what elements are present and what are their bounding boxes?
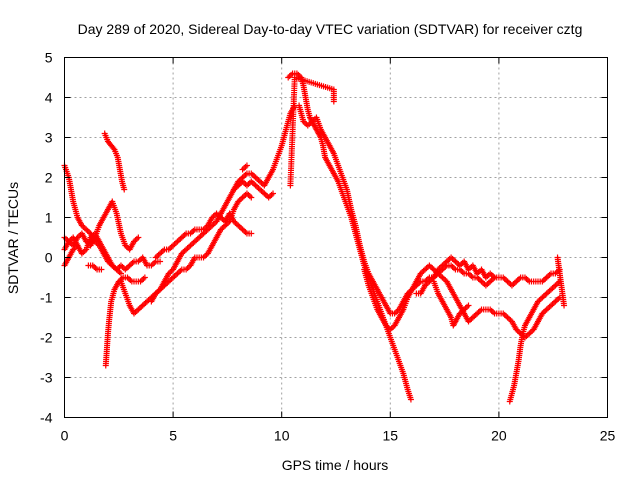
- series-track-f: [101, 130, 128, 193]
- x-tick-label: 0: [61, 428, 69, 444]
- data-point: [465, 302, 472, 309]
- plot-frame: [64, 57, 608, 418]
- y-tick-label: 3: [45, 130, 53, 146]
- y-tick-label: -3: [40, 370, 53, 386]
- data-point: [98, 266, 105, 273]
- axes-layer: 0 5 10 15 20 25 -4 -3 -2 -1 0 1 2 3 4 5: [40, 50, 615, 444]
- data-point: [407, 396, 414, 403]
- data-point: [270, 190, 277, 197]
- data-point: [157, 258, 164, 265]
- series-track-r: [506, 278, 563, 405]
- data-point: [243, 162, 250, 169]
- grid-layer: [64, 57, 608, 418]
- series-track-k: [230, 178, 277, 201]
- x-tick-label: 15: [383, 428, 399, 444]
- series-track-i: [148, 102, 298, 305]
- x-tick-label: 5: [169, 428, 177, 444]
- y-tick-label: 4: [45, 90, 53, 106]
- data-point: [491, 274, 498, 281]
- data-point: [117, 270, 124, 277]
- series-track-p: [413, 254, 498, 297]
- x-axis-label: GPS time / hours: [282, 457, 389, 473]
- chart-title: Day 289 of 2020, Sidereal Day-to-day VTE…: [78, 21, 583, 37]
- series-track-j: [152, 210, 255, 261]
- data-point: [110, 145, 117, 152]
- data-point: [248, 230, 255, 237]
- x-tick-label: 20: [491, 428, 507, 444]
- y-axis-label: SDTVAR / TECUs: [5, 182, 21, 294]
- y-tick-label: -1: [40, 290, 53, 306]
- x-tick-label: 10: [274, 428, 290, 444]
- series-track-q: [430, 278, 472, 329]
- series-track-h: [117, 190, 255, 317]
- x-tick-label: 25: [600, 428, 616, 444]
- data-point: [121, 186, 128, 193]
- y-tick-label: -2: [40, 330, 53, 346]
- y-tick-label: 2: [45, 170, 53, 186]
- data-point: [330, 98, 337, 105]
- y-tick-label: 1: [45, 210, 53, 226]
- series-outliers: [287, 74, 337, 189]
- series-track-l: [239, 162, 250, 173]
- series-track-e: [85, 262, 105, 273]
- y-tick-label: 0: [45, 250, 53, 266]
- data-point: [74, 242, 81, 249]
- data-point: [141, 274, 148, 281]
- y-tick-label: -4: [40, 410, 53, 426]
- series-track-g: [102, 274, 148, 369]
- series-track-s: [554, 254, 568, 309]
- data-point: [135, 234, 142, 241]
- y-tick-label: 5: [45, 50, 53, 66]
- data-point: [248, 194, 255, 201]
- data-point: [561, 302, 568, 309]
- series-track-o: [361, 262, 563, 341]
- series-track-a: [61, 162, 164, 273]
- data-marks-layer: [61, 70, 568, 405]
